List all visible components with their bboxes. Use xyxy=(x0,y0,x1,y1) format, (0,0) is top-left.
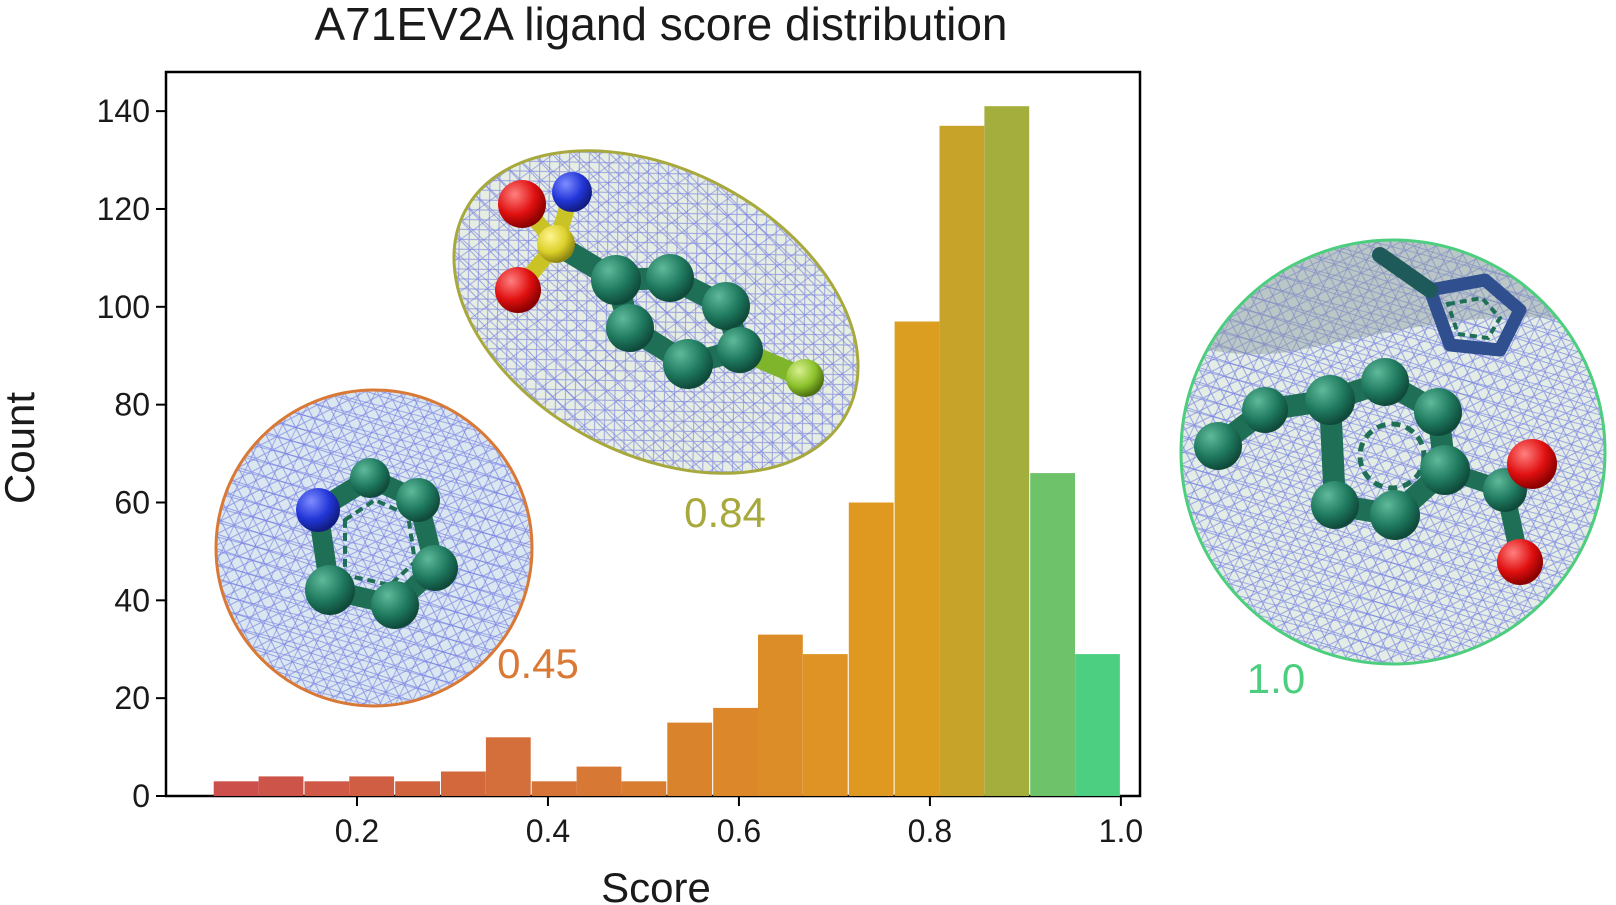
bar-14 xyxy=(848,502,894,796)
y-tick-label: 0 xyxy=(132,778,150,814)
bar-0 xyxy=(213,781,259,796)
annotation-score-084: 0.84 xyxy=(684,489,766,536)
annotation-score-10: 1.0 xyxy=(1247,655,1305,702)
bar-9 xyxy=(621,781,667,796)
bar-5 xyxy=(441,771,486,796)
bar-4 xyxy=(395,781,440,796)
x-tick-label: 0.4 xyxy=(526,813,570,849)
bars-group xyxy=(213,106,1120,797)
inset-score-045 xyxy=(214,388,534,708)
bar-15 xyxy=(894,321,940,796)
molecule-benzoate xyxy=(1194,247,1557,585)
y-axis-ticks: 0 20 40 60 80 100 120 140 xyxy=(97,93,166,814)
inset-score-10 xyxy=(1179,238,1607,666)
bar-11 xyxy=(713,707,758,796)
y-tick-label: 120 xyxy=(97,191,150,227)
molecule-pyridine xyxy=(296,458,458,629)
bar-8 xyxy=(576,766,622,796)
y-tick-label: 60 xyxy=(114,484,150,520)
y-tick-label: 80 xyxy=(114,387,150,423)
bar-16 xyxy=(939,125,985,797)
bar-13 xyxy=(802,654,848,796)
x-axis-ticks: 0.2 0.4 0.6 0.8 1.0 xyxy=(335,796,1143,849)
annotation-score-045: 0.45 xyxy=(497,640,579,687)
bar-10 xyxy=(667,722,713,796)
molecule-sulfonamide xyxy=(495,172,824,397)
x-axis-label: Score xyxy=(601,864,711,905)
y-tick-label: 100 xyxy=(97,289,150,325)
bar-2 xyxy=(304,781,350,796)
bar-12 xyxy=(758,634,803,796)
bar-3 xyxy=(349,776,395,796)
y-tick-label: 40 xyxy=(114,582,150,618)
bar-19 xyxy=(1075,654,1120,796)
bar-18 xyxy=(1030,473,1075,796)
chart-title: A71EV2A ligand score distribution xyxy=(315,0,1008,50)
x-tick-label: 1.0 xyxy=(1099,813,1143,849)
x-tick-label: 0.2 xyxy=(335,813,379,849)
y-tick-label: 20 xyxy=(114,680,150,716)
x-tick-label: 0.8 xyxy=(908,813,952,849)
bar-7 xyxy=(531,781,577,796)
bar-1 xyxy=(258,776,304,796)
bar-17 xyxy=(984,106,1030,796)
x-tick-label: 0.6 xyxy=(717,813,761,849)
bar-6 xyxy=(485,737,531,796)
y-axis-label: Count xyxy=(0,392,43,504)
y-tick-label: 140 xyxy=(97,93,150,129)
